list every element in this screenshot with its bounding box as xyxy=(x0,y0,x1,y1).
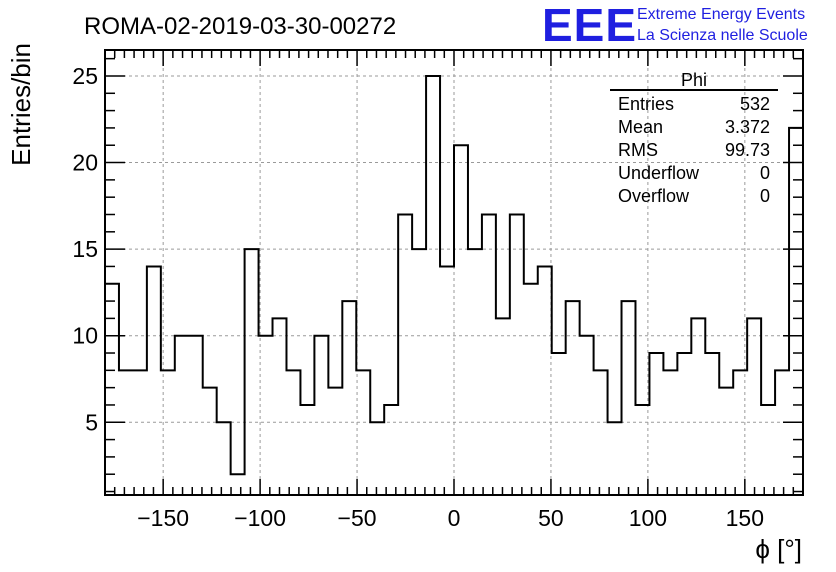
axis-ticks xyxy=(105,50,803,495)
logo-line-2: La Scienza nelle Scuole xyxy=(637,27,808,44)
histogram-series xyxy=(104,74,804,495)
stats-row-value: 3.372 xyxy=(725,117,770,137)
plot-frame xyxy=(104,49,804,496)
stats-row-value: 532 xyxy=(740,94,770,114)
x-tick-labels: −150 −100 −50 0 50 100 150 xyxy=(137,505,764,531)
logo-line-1: Extreme Energy Events xyxy=(637,6,805,23)
grid-lines xyxy=(105,50,803,495)
y-axis-label: Entries/bin xyxy=(6,43,36,166)
stats-row-label: Overflow xyxy=(618,186,690,206)
stats-box: Phi Entries 532 Mean 3.372 RMS 99.73 Underflow… xyxy=(610,70,778,206)
x-tick-label: −100 xyxy=(234,505,286,531)
stats-row-label: Entries xyxy=(618,94,674,114)
y-tick-label: 5 xyxy=(85,409,98,435)
x-tick-label: 0 xyxy=(448,505,461,531)
stats-row-label: Underflow xyxy=(618,163,700,183)
y-tick-label: 10 xyxy=(72,323,98,349)
stats-box-title: Phi xyxy=(681,70,707,90)
y-tick-label: 15 xyxy=(72,236,98,262)
y-tick-labels: 5 10 15 20 25 xyxy=(72,63,98,435)
x-tick-label: −50 xyxy=(338,505,377,531)
chart-title: ROMA-02-2019-03-30-00272 xyxy=(84,13,396,40)
stats-row-label: Mean xyxy=(618,117,663,137)
x-tick-label: 50 xyxy=(538,505,564,531)
stats-row-value: 99.73 xyxy=(725,140,770,160)
stats-row-label: RMS xyxy=(618,140,658,160)
x-tick-label: 100 xyxy=(629,505,667,531)
stats-row-value: 0 xyxy=(760,186,770,206)
x-axis-label: ϕ [°] xyxy=(755,534,802,564)
x-tick-label: 150 xyxy=(726,505,764,531)
eee-logo: EEE Extreme Energy Events La Scienza nel… xyxy=(542,0,808,51)
x-tick-label: −150 xyxy=(137,505,189,531)
y-tick-label: 20 xyxy=(72,150,98,176)
stats-row-value: 0 xyxy=(760,163,770,183)
y-tick-label: 25 xyxy=(72,63,98,89)
logo-mark: EEE xyxy=(542,0,637,51)
